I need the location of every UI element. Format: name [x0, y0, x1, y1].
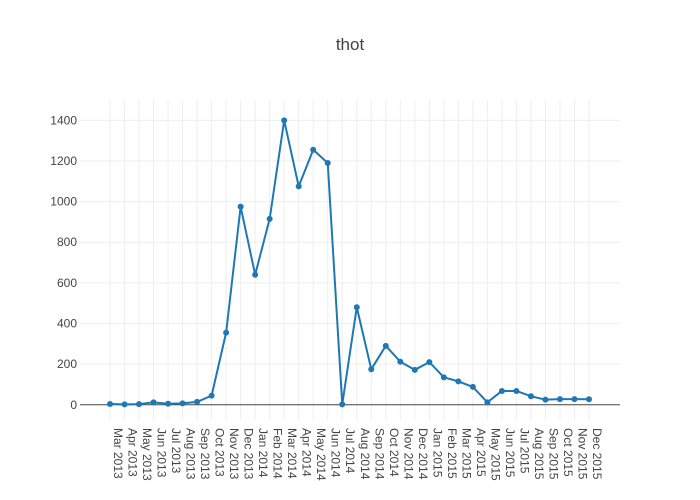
x-tick-label: Jan 2014 [256, 428, 270, 478]
data-point [223, 329, 230, 336]
data-point [426, 359, 433, 366]
y-tick-label: 1400 [50, 113, 77, 127]
data-point [484, 399, 491, 406]
data-point [498, 387, 505, 394]
x-tick-label: Jul 2015 [517, 428, 531, 474]
x-tick-label: Mar 2015 [459, 428, 473, 479]
x-tick-label: Oct 2013 [213, 428, 227, 477]
y-tick-label: 0 [70, 398, 77, 412]
data-point [281, 117, 288, 124]
x-tick-label: Apr 2014 [300, 428, 314, 477]
data-point [165, 400, 172, 407]
x-tick-label: Jun 2015 [503, 428, 517, 478]
data-point [469, 383, 476, 390]
x-tick-label: Jun 2013 [155, 428, 169, 478]
x-tick-label: May 2013 [140, 428, 154, 481]
x-tick-label: Jun 2014 [329, 428, 343, 478]
x-tick-label: Nov 2015 [575, 428, 589, 480]
data-point [368, 366, 375, 373]
x-tick-label: Feb 2014 [271, 428, 285, 479]
y-tick-label: 1000 [50, 195, 77, 209]
x-tick-label: May 2014 [314, 428, 328, 481]
x-tick-label: Sep 2014 [372, 428, 386, 480]
x-axis-ticks: Mar 2013 Apr 2013 May 2013 Jun 2013 Jul 2013… [111, 428, 604, 481]
data-point [397, 358, 404, 365]
data-point [455, 378, 462, 385]
y-tick-label: 1200 [50, 154, 77, 168]
x-tick-label: Aug 2014 [358, 428, 372, 480]
y-tick-label: 600 [57, 276, 77, 290]
chart-title: thot [336, 35, 365, 54]
grid [80, 100, 620, 420]
data-point [339, 401, 346, 408]
x-tick-label: Dec 2014 [416, 428, 430, 480]
x-tick-label: Dec 2013 [242, 428, 256, 480]
x-tick-label: May 2015 [488, 428, 502, 481]
data-point [527, 393, 534, 400]
data-point [121, 401, 128, 408]
x-tick-label: Aug 2015 [532, 428, 546, 480]
x-tick-label: Apr 2013 [126, 428, 140, 477]
x-tick-label: Jan 2015 [430, 428, 444, 478]
series-line-layer [109, 119, 590, 406]
data-point [179, 400, 186, 407]
data-point [440, 374, 447, 381]
data-point [208, 392, 215, 399]
series-line [109, 119, 590, 406]
x-tick-label: Aug 2013 [184, 428, 198, 480]
data-point [136, 401, 143, 408]
y-axis-ticks: 0 200 400 600 800 1000 1200 1400 [50, 113, 77, 411]
data-point [353, 304, 360, 311]
data-point [266, 215, 273, 222]
x-tick-label: Sep 2013 [198, 428, 212, 480]
x-tick-label: Jul 2014 [343, 428, 357, 474]
x-tick-label: Oct 2015 [561, 428, 575, 477]
x-tick-label: Feb 2015 [445, 428, 459, 479]
x-tick-label: Sep 2015 [546, 428, 560, 480]
data-point [252, 271, 259, 278]
x-tick-label: Mar 2014 [285, 428, 299, 479]
data-point [382, 342, 389, 349]
data-point [542, 396, 549, 403]
data-point [237, 203, 244, 210]
x-tick-label: Oct 2014 [387, 428, 401, 477]
data-point [150, 399, 157, 406]
data-point [513, 387, 520, 394]
data-point [571, 396, 578, 403]
data-point [586, 396, 592, 403]
x-tick-label: Dec 2015 [590, 428, 604, 480]
y-tick-label: 800 [57, 235, 77, 249]
x-tick-label: Nov 2014 [401, 428, 415, 480]
data-points [107, 117, 592, 408]
y-tick-label: 200 [57, 357, 77, 371]
data-point [107, 400, 113, 407]
data-point [295, 183, 302, 190]
y-tick-label: 400 [57, 316, 77, 330]
data-point [324, 159, 331, 166]
data-point [556, 396, 563, 403]
x-tick-label: Mar 2013 [111, 428, 125, 479]
x-tick-label: Nov 2013 [227, 428, 241, 480]
data-point [194, 398, 201, 405]
data-point [411, 366, 418, 373]
x-tick-label: Apr 2015 [474, 428, 488, 477]
data-point [310, 146, 317, 153]
x-tick-label: Jul 2013 [169, 428, 183, 474]
